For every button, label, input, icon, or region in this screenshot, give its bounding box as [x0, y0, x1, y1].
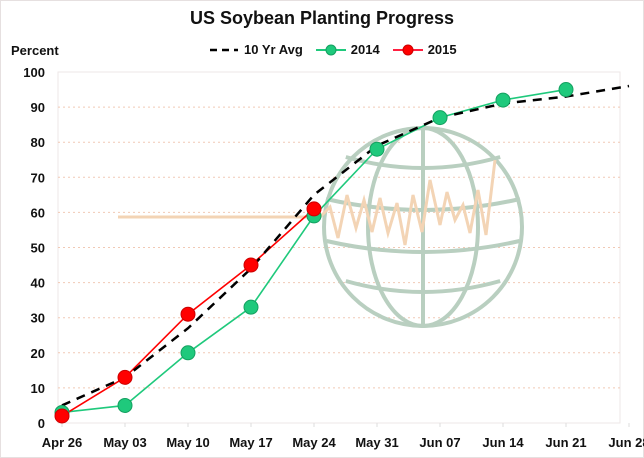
x-tick-label: May 10 — [166, 435, 209, 450]
globe-watermark-icon — [118, 126, 524, 328]
x-tick-label: May 17 — [229, 435, 272, 450]
y-axis-label: Percent — [11, 43, 59, 58]
data-point-2014 — [432, 110, 448, 126]
data-point-2015 — [180, 306, 196, 322]
y-tick-label: 80 — [31, 135, 45, 150]
legend-item-10yr: 10 Yr Avg — [208, 42, 303, 57]
y-tick-label: 70 — [31, 170, 45, 185]
globe-parallel — [326, 239, 520, 254]
legend-dash-icon — [210, 48, 238, 51]
x-tick-label: Jun 28 — [608, 435, 644, 450]
y-tick-label: 50 — [31, 241, 45, 256]
x-tick-label: Apr 26 — [42, 435, 82, 450]
data-point-2014 — [369, 141, 385, 157]
x-tick-label: May 03 — [103, 435, 146, 450]
x-tick-label: Jun 14 — [482, 435, 524, 450]
legend-green-marker-icon — [315, 44, 346, 55]
legend-item-2014: 2014 — [315, 42, 380, 57]
data-point-2014 — [117, 397, 133, 413]
data-point-2015 — [243, 257, 259, 273]
y-tick-label: 30 — [31, 311, 45, 326]
wave-line — [318, 159, 497, 246]
data-point-2014 — [180, 345, 196, 361]
data-point-2014 — [558, 82, 574, 98]
x-tick-label: Jun 07 — [419, 435, 460, 450]
data-point-2015 — [54, 408, 70, 424]
legend: 10 Yr Avg 2014 2015 — [208, 42, 457, 57]
series-line-10-yr-avg — [61, 84, 630, 407]
legend-label: 2015 — [427, 42, 457, 57]
y-tick-label: 20 — [31, 346, 45, 361]
x-tick-label: May 31 — [355, 435, 398, 450]
globe-parallel — [345, 155, 501, 170]
data-point-2014 — [243, 299, 259, 315]
globe-parallel — [345, 279, 501, 294]
y-tick-label: 60 — [31, 205, 45, 220]
legend-red-marker-icon — [392, 44, 423, 55]
globe-meridian-ellipse — [366, 126, 480, 328]
legend-label: 2014 — [350, 42, 380, 57]
data-point-2014 — [495, 92, 511, 108]
legend-item-2015: 2015 — [392, 42, 457, 57]
y-tick-label: 0 — [38, 416, 45, 431]
x-tick-label: May 24 — [292, 435, 336, 450]
y-tick-label: 10 — [31, 381, 45, 396]
chart-title: US Soybean Planting Progress — [189, 8, 455, 28]
y-tick-label: 90 — [31, 100, 45, 115]
data-point-2015 — [117, 369, 133, 385]
y-tick-label: 40 — [31, 276, 45, 291]
legend-label: 10 Yr Avg — [244, 42, 303, 57]
data-point-2015 — [306, 201, 322, 217]
y-tick-label: 100 — [23, 65, 45, 80]
x-tick-label: Jun 21 — [545, 435, 586, 450]
